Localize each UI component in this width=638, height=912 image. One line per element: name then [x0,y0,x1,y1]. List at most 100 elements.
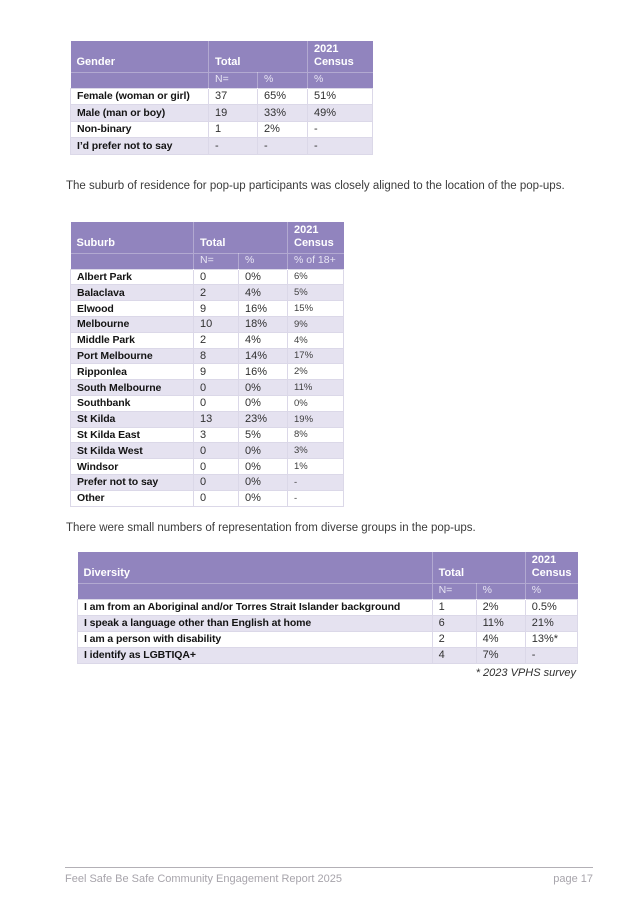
cell-pct-value: 0% [238,442,288,460]
cell-pct-value: 4% [475,630,526,648]
suburb-intro-paragraph: The suburb of residence for pop-up parti… [66,180,565,192]
cell-census-value: - [307,120,373,139]
table-row: I speak a language other than English at… [77,614,579,632]
suburb-header-row: Suburb Total 2021 Census [70,222,344,253]
cell-census-value: 8% [287,426,344,444]
cell-census-value: 6% [287,268,344,286]
cell-pct-value: 14% [238,347,288,365]
cell-n-value: 2 [193,331,239,349]
row-label: I am a person with disability [77,630,433,648]
diversity-table: Diversity Total 2021 Census N= % % I am … [77,552,579,664]
diversity-subheader-pct: % [476,582,526,600]
diversity-intro-paragraph: There were small numbers of representati… [66,522,476,534]
cell-census-value: 0% [287,394,344,412]
gender-subheader-census: % [307,71,373,89]
suburb-header-census: 2021 Census [287,222,344,253]
diversity-subheader-empty [77,582,433,600]
table-row: Prefer not to say 0 0% - [70,473,344,491]
cell-census-value: 2% [287,363,344,381]
cell-census-value: - [307,137,373,155]
table-row: Other 0 0% - [70,489,344,507]
cell-n-value: 0 [193,473,239,491]
row-label: Elwood [70,300,194,317]
cell-pct-value: 11% [475,614,526,632]
row-label: South Melbourne [70,379,194,396]
table-row: St Kilda East 3 5% 8% [70,426,344,444]
suburb-subheader-n: N= [193,252,239,270]
cell-census-value: 4% [287,331,344,349]
table-row: St Kilda 13 23% 19% [70,410,344,428]
cell-census-value: - [287,473,344,491]
row-label: Other [70,489,194,507]
cell-census-value: 13%* [524,630,579,648]
cell-pct-value: 4% [238,284,288,302]
cell-n-value: 0 [193,489,239,507]
cell-n-value: 2 [431,630,477,648]
table-row: Elwood 9 16% 15% [70,300,344,317]
cell-n-value: 3 [193,426,239,444]
cell-n-value: 1 [208,120,258,139]
cell-pct-value: 65% [257,87,308,106]
suburb-subheader-census: % of 18+ [287,252,344,270]
cell-census-value: 51% [307,87,373,106]
suburb-header-total: Total [193,222,288,253]
row-label: I am from an Aboriginal and/or Torres St… [77,598,433,616]
gender-subheader-empty [70,71,209,89]
table-row: I am from an Aboriginal and/or Torres St… [77,598,579,616]
cell-census-value: 21% [524,614,579,632]
cell-pct-value: 0% [238,379,288,396]
gender-table: Gender Total 2021 Census N= % % Female (… [70,41,373,155]
table-row: St Kilda West 0 0% 3% [70,442,344,460]
cell-census-value: 1% [287,458,344,475]
cell-n-value: 19 [208,104,258,122]
table-row: I identify as LGBTIQA+ 4 7% - [77,646,579,664]
cell-pct-value: 4% [238,331,288,349]
table-row: Non-binary 1 2% - [70,120,373,139]
cell-census-value: - [287,489,344,507]
gender-header-row: Gender Total 2021 Census [70,41,373,72]
cell-pct-value: 33% [257,104,308,122]
table-row: Female (woman or girl) 37 65% 51% [70,87,373,106]
suburb-subheader-row: N= % % of 18+ [70,252,344,270]
gender-table-block: Gender Total 2021 Census N= % % Female (… [70,41,373,155]
cell-pct-value: 2% [475,598,526,616]
cell-pct-value: - [257,137,308,155]
cell-n-value: 0 [193,268,239,286]
cell-pct-value: 0% [238,394,288,412]
cell-pct-value: 23% [238,410,288,428]
diversity-subheader-census: % [525,582,578,600]
row-label: I speak a language other than English at… [77,614,433,632]
vphs-footnote: * 2023 VPHS survey [475,666,576,679]
cell-n-value: 0 [193,458,239,475]
row-label: Male (man or boy) [70,104,209,122]
cell-n-value: 0 [193,379,239,396]
row-label: Middle Park [70,331,194,349]
cell-pct-value: 16% [238,363,288,381]
row-label: Balaclava [70,284,194,302]
cell-census-value: 19% [287,410,344,428]
diversity-header-label: Diversity [77,552,433,583]
cell-n-value: 13 [193,410,239,428]
cell-n-value: 8 [193,347,239,365]
cell-n-value: 1 [431,598,477,616]
table-row: I am a person with disability 2 4% 13%* [77,630,579,648]
cell-pct-value: 16% [238,300,288,317]
row-label: Prefer not to say [70,473,194,491]
gender-header-label: Gender [70,41,209,72]
table-row: Middle Park 2 4% 4% [70,331,344,349]
row-label: Port Melbourne [70,347,194,365]
row-label: Albert Park [70,268,194,286]
cell-pct-value: 5% [238,426,288,444]
gender-header-total: Total [208,41,308,72]
cell-census-value: 11% [287,379,344,396]
table-row: Male (man or boy) 19 33% 49% [70,104,373,122]
diversity-header-census: 2021 Census [525,552,578,583]
suburb-subheader-empty [70,252,194,270]
table-row: Port Melbourne 8 14% 17% [70,347,344,365]
cell-pct-value: 7% [475,646,526,664]
diversity-header-row: Diversity Total 2021 Census [77,552,578,583]
cell-n-value: 9 [193,363,239,381]
cell-n-value: 0 [193,442,239,460]
diversity-subheader-row: N= % % [77,582,578,600]
table-row: South Melbourne 0 0% 11% [70,379,344,396]
